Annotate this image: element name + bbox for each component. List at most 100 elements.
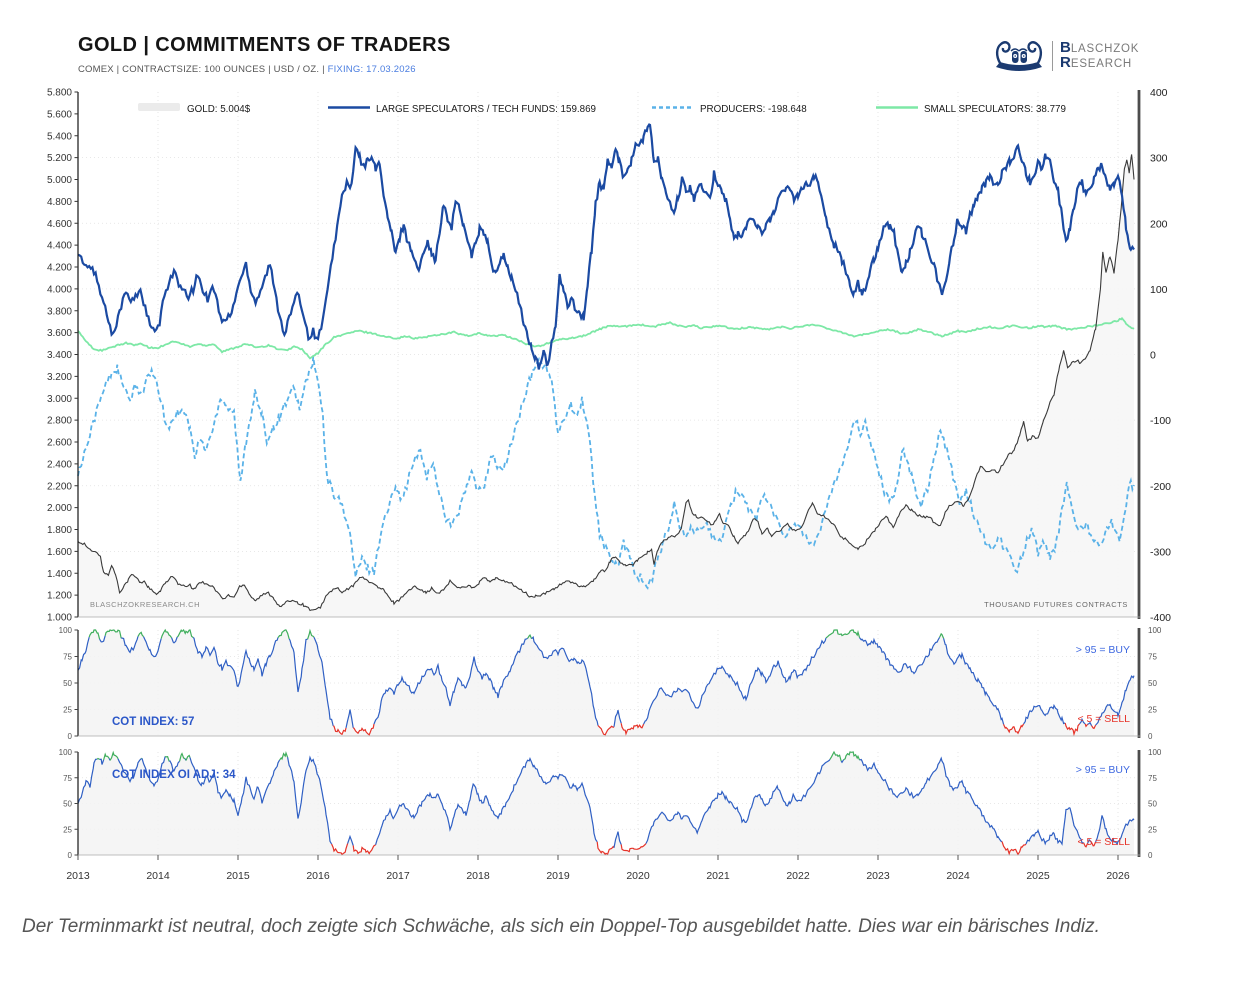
cot-line-segment	[373, 637, 528, 725]
legend-producers: PRODUCERS: -198.648	[700, 104, 807, 115]
cot-line-segment	[859, 756, 1003, 843]
year-label: 2024	[946, 870, 970, 882]
cot-line-segment	[176, 629, 194, 638]
cot-line-segment	[1025, 807, 1084, 846]
cot-line-segment	[179, 752, 186, 762]
watermark: BLASCHZOKRESEARCH.CH	[90, 600, 200, 609]
cot-line-segment	[96, 757, 100, 760]
cot-line-segment	[840, 759, 845, 764]
cot-line-segment	[352, 723, 375, 736]
subtitle: COMEX | CONTRACTSIZE: 100 OUNCES | USD /…	[78, 64, 416, 75]
main-right-tick-label: -300	[1150, 546, 1171, 558]
panel-right-tick-label: 50	[1148, 800, 1157, 809]
cot-line-segment	[645, 758, 831, 844]
main-left-tick-label: 1.000	[47, 613, 72, 624]
cot-line-segment	[192, 637, 279, 688]
right-axis-unit-label: THOUSAND FUTURES CONTRACTS	[984, 600, 1128, 609]
panel-left-tick-label: 50	[63, 679, 72, 688]
cot-line-segment	[620, 723, 645, 736]
main-right-tick-label: 200	[1150, 218, 1168, 230]
gold-legend-swatch	[138, 103, 180, 111]
cot-line-segment	[288, 638, 308, 693]
cot-line-segment	[1091, 724, 1097, 730]
analysis-caption: Der Terminmarkt ist neutral, doch zeigte…	[22, 916, 1100, 937]
main-left-tick-label: 1.800	[47, 525, 72, 536]
cot-line-segment	[137, 631, 145, 638]
year-label: 2018	[466, 870, 490, 882]
year-label: 2023	[866, 870, 890, 882]
cot-line-segment	[620, 843, 647, 853]
cot-line-segment	[143, 636, 162, 658]
main-left-tick-label: 4.000	[47, 284, 72, 295]
viking-ship-icon	[995, 41, 1043, 71]
year-label: 2025	[1026, 870, 1050, 882]
panel-left-tick-label: 75	[63, 653, 72, 662]
year-label: 2020	[626, 870, 650, 882]
cot-line-segment	[168, 760, 181, 772]
year-label: 2017	[386, 870, 410, 882]
cot-line-segment	[1001, 841, 1027, 856]
main-left-tick-label: 1.600	[47, 547, 72, 558]
panel-left-tick-label: 50	[63, 800, 72, 809]
cot-line-segment	[313, 637, 334, 727]
main-left-tick-label: 5.600	[47, 109, 72, 120]
cot-line-segment	[825, 629, 861, 639]
cot1-buy-note: > 95 = BUY	[1076, 644, 1130, 656]
cot-line-segment	[104, 629, 122, 639]
cot-index-label: COT INDEX: 57	[112, 716, 194, 728]
cot-line-segment	[345, 709, 354, 729]
cot-line-segment	[1091, 841, 1097, 847]
cot-line-segment	[1003, 723, 1025, 735]
main-left-tick-label: 5.200	[47, 153, 72, 164]
panel-left-tick-label: 100	[59, 748, 73, 757]
cot-line-segment	[352, 844, 376, 855]
cot-line-segment	[185, 754, 191, 761]
cot-line-segment	[160, 628, 173, 639]
cot-line-segment	[121, 636, 139, 654]
brand-logo: BLASCHZOK RESEARCH	[993, 38, 1139, 74]
cot-line-segment	[597, 725, 615, 736]
cot2-sell-note: < 5 = SELL	[1077, 836, 1130, 848]
cot-area-fill	[78, 752, 1134, 855]
main-left-tick-label: 5.000	[47, 175, 72, 186]
cot-line-segment	[99, 635, 106, 643]
cot-line-segment	[1079, 717, 1086, 725]
page-title: GOLD | COMMITMENTS OF TRADERS	[78, 34, 451, 56]
year-label: 2021	[706, 870, 730, 882]
cot-line-segment	[1087, 838, 1093, 844]
cot-line-segment	[1095, 815, 1135, 846]
cot-line-segment	[939, 632, 945, 639]
cot-line-segment	[277, 629, 290, 640]
cot-line-segment	[279, 751, 289, 761]
panel-right-tick-label: 0	[1148, 732, 1153, 741]
cot2-buy-note: > 95 = BUY	[1076, 764, 1130, 776]
year-label: 2019	[546, 870, 570, 882]
brand-name: BLASCHZOK RESEARCH	[1052, 40, 1139, 71]
main-right-tick-label: -400	[1150, 612, 1171, 624]
cot-line-segment	[77, 636, 90, 671]
panel-right-tick-label: 25	[1148, 706, 1157, 715]
year-label: 2015	[226, 870, 250, 882]
year-label: 2016	[306, 870, 330, 882]
cot-line-segment	[189, 757, 281, 816]
cot-line-segment	[332, 725, 347, 736]
cot-line-segment	[347, 834, 354, 846]
main-left-tick-label: 3.600	[47, 328, 72, 339]
panel-left-tick-label: 25	[63, 825, 72, 834]
cot-line-segment	[287, 755, 333, 845]
main-left-tick-label: 2.600	[47, 438, 72, 449]
panel-left-tick-label: 0	[68, 732, 73, 741]
cot-line-segment	[99, 758, 105, 765]
main-left-tick-label: 1.200	[47, 591, 72, 602]
main-right-tick-label: 0	[1150, 350, 1156, 362]
panel-left-tick-label: 75	[63, 774, 72, 783]
cot-line-segment	[77, 758, 98, 804]
panel-right-tick-label: 75	[1148, 653, 1157, 662]
main-right-tick-label: -100	[1150, 415, 1171, 427]
main-left-tick-label: 4.600	[47, 219, 72, 230]
producers-line	[77, 356, 1135, 590]
panel-left-tick-label: 0	[68, 851, 73, 860]
panel-right-tick-label: 100	[1148, 748, 1162, 757]
cot-area-fill	[78, 630, 1134, 736]
cot-line-segment	[527, 634, 533, 639]
